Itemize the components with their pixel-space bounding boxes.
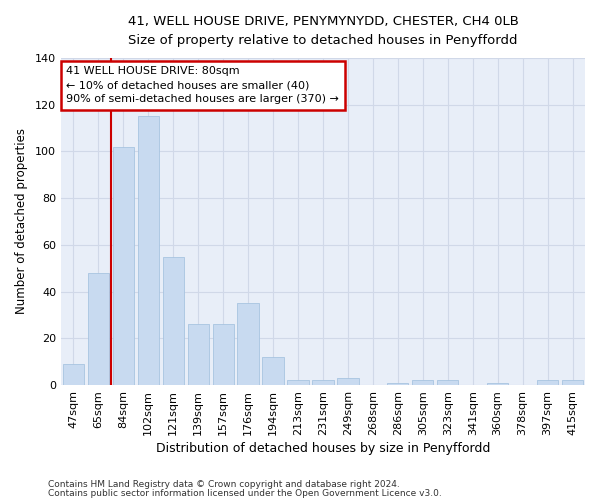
Bar [562, 380, 583, 385]
Bar [337, 378, 359, 385]
Bar [412, 380, 433, 385]
Bar [313, 380, 334, 385]
Title: 41, WELL HOUSE DRIVE, PENYMYNYDD, CHESTER, CH4 0LB
Size of property relative to : 41, WELL HOUSE DRIVE, PENYMYNYDD, CHESTE… [128, 15, 518, 47]
Y-axis label: Number of detached properties: Number of detached properties [15, 128, 28, 314]
Bar [238, 304, 259, 385]
Bar [287, 380, 308, 385]
Bar [487, 382, 508, 385]
Bar [113, 146, 134, 385]
Bar [262, 357, 284, 385]
Bar [188, 324, 209, 385]
Text: Contains HM Land Registry data © Crown copyright and database right 2024.: Contains HM Land Registry data © Crown c… [48, 480, 400, 489]
Bar [437, 380, 458, 385]
X-axis label: Distribution of detached houses by size in Penyffordd: Distribution of detached houses by size … [156, 442, 490, 455]
Bar [137, 116, 159, 385]
Bar [537, 380, 558, 385]
Bar [88, 273, 109, 385]
Bar [163, 256, 184, 385]
Bar [387, 382, 409, 385]
Bar [63, 364, 84, 385]
Bar [212, 324, 234, 385]
Text: Contains public sector information licensed under the Open Government Licence v3: Contains public sector information licen… [48, 488, 442, 498]
Text: 41 WELL HOUSE DRIVE: 80sqm
← 10% of detached houses are smaller (40)
90% of semi: 41 WELL HOUSE DRIVE: 80sqm ← 10% of deta… [66, 66, 339, 104]
